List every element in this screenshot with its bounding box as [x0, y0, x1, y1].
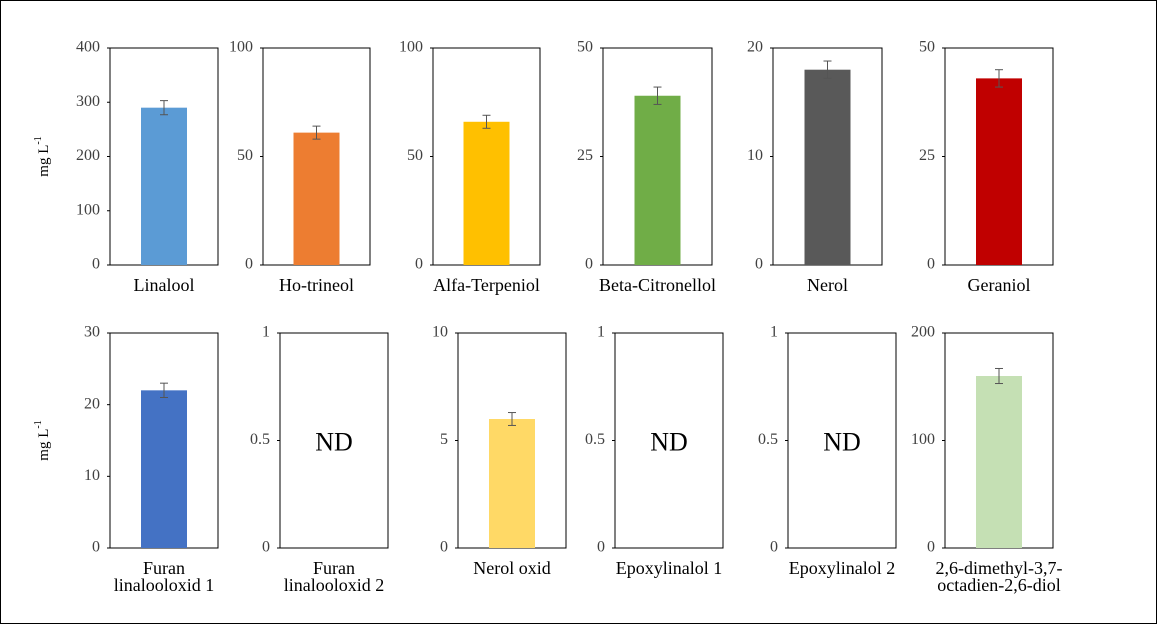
y-tick-label: 0 — [245, 256, 253, 273]
error-bar — [823, 60, 832, 79]
y-tick-label: 0 — [927, 539, 935, 556]
y-tick-label: 30 — [84, 324, 100, 341]
x-label-box: Geraniol — [967, 277, 1031, 295]
y-tick-label: 10 — [747, 147, 763, 164]
y-tick-label: 0 — [597, 539, 605, 556]
error-bar — [312, 125, 321, 140]
y-tick-label: 10 — [432, 324, 448, 341]
bar — [293, 132, 340, 265]
y-tick-label: 0 — [415, 256, 423, 273]
y-axis-label: mg L-1 — [33, 420, 52, 460]
x-tick-label: Epoxylinalol 2 — [788, 560, 896, 578]
y-tick-label: 100 — [911, 431, 935, 448]
y-tick-label: 0 — [585, 256, 593, 273]
x-label-box: 2,6-dimethyl-3,7-octadien-2,6-diol — [935, 560, 1063, 595]
y-axis-label-text: mg L — [36, 145, 52, 177]
y-tick-label: 100 — [399, 39, 423, 56]
y-tick-label: 20 — [747, 39, 763, 56]
x-tick-label: Nerol oxid — [473, 560, 551, 578]
y-tick-label: 5 — [440, 431, 448, 448]
y-axis-label-sup: -1 — [33, 136, 44, 144]
y-tick-label: 200 — [76, 147, 100, 164]
bar — [634, 95, 681, 266]
x-label-box: Furan linalooloxid 2 — [283, 560, 385, 595]
x-label-box: Linalool — [133, 277, 195, 295]
error-bar — [653, 86, 662, 105]
y-tick-label: 0 — [927, 256, 935, 273]
y-tick-label: 20 — [84, 395, 100, 412]
y-axis-label: mg L-1 — [33, 136, 52, 176]
y-tick-label: 200 — [911, 324, 935, 341]
x-tick-label: Linalool — [133, 277, 195, 295]
bar — [976, 78, 1022, 265]
y-tick-label: 25 — [919, 147, 935, 164]
x-label-box: Nerol — [807, 277, 848, 295]
error-bar — [160, 382, 168, 398]
error-bar — [995, 69, 1003, 88]
y-tick-label: 50 — [577, 39, 593, 56]
y-tick-label: 300 — [76, 93, 100, 110]
error-bar — [160, 100, 168, 116]
y-tick-label: 100 — [229, 39, 253, 56]
error-bar — [482, 114, 491, 129]
plot-area — [614, 332, 724, 549]
bar — [804, 69, 851, 265]
y-tick-label: 50 — [407, 147, 423, 164]
y-tick-label: 1 — [597, 324, 605, 341]
y-tick-label: 0 — [262, 539, 270, 556]
bar — [463, 121, 510, 265]
y-tick-label: 0 — [92, 256, 100, 273]
y-axis-label-text: mg L — [36, 429, 52, 461]
annotation: ND — [650, 427, 688, 456]
x-tick-label: Alfa-Terpeniol — [433, 277, 540, 295]
x-tick-label: Beta-Citronellol — [599, 277, 716, 295]
x-label-box: Beta-Citronellol — [599, 277, 716, 295]
y-tick-label: 0 — [92, 539, 100, 556]
plot-area — [279, 332, 389, 549]
x-label-box: Alfa-Terpeniol — [433, 277, 540, 295]
annotation: ND — [823, 427, 861, 456]
y-tick-label: 0 — [440, 539, 448, 556]
x-label-box: Ho-trineol — [279, 277, 354, 295]
x-tick-label: Furan linalooloxid 1 — [113, 560, 215, 595]
y-tick-label: 0 — [770, 539, 778, 556]
y-tick-label: 100 — [76, 201, 100, 218]
error-bar — [508, 412, 516, 426]
x-label-box: Epoxylinalol 2 — [788, 560, 896, 578]
error-bar — [995, 367, 1003, 385]
x-tick-label: Nerol — [807, 277, 848, 295]
y-axis-label-sup: -1 — [33, 420, 44, 428]
x-label-box: Nerol oxid — [473, 560, 551, 578]
y-tick-label: 0.5 — [758, 431, 778, 448]
y-tick-label: 50 — [919, 39, 935, 56]
bar — [489, 419, 535, 548]
y-tick-label: 25 — [577, 147, 593, 164]
bar — [976, 376, 1022, 548]
y-tick-label: 50 — [237, 147, 253, 164]
y-tick-label: 0.5 — [250, 431, 270, 448]
x-label-box: Furan linalooloxid 1 — [113, 560, 215, 595]
x-tick-label: Epoxylinalol 1 — [615, 560, 723, 578]
bar — [141, 107, 187, 265]
y-tick-label: 1 — [770, 324, 778, 341]
y-tick-label: 0 — [755, 256, 763, 273]
y-tick-label: 400 — [76, 39, 100, 56]
bar — [141, 390, 187, 548]
y-tick-label: 0.5 — [585, 431, 605, 448]
x-tick-label: 2,6-dimethyl-3,7-octadien-2,6-diol — [935, 560, 1063, 595]
annotation: ND — [315, 427, 353, 456]
y-tick-label: 10 — [84, 467, 100, 484]
y-tick-label: 1 — [262, 324, 270, 341]
x-tick-label: Geraniol — [967, 277, 1031, 295]
x-tick-label: Furan linalooloxid 2 — [283, 560, 385, 595]
x-tick-label: Ho-trineol — [279, 277, 354, 295]
x-label-box: Epoxylinalol 1 — [615, 560, 723, 578]
